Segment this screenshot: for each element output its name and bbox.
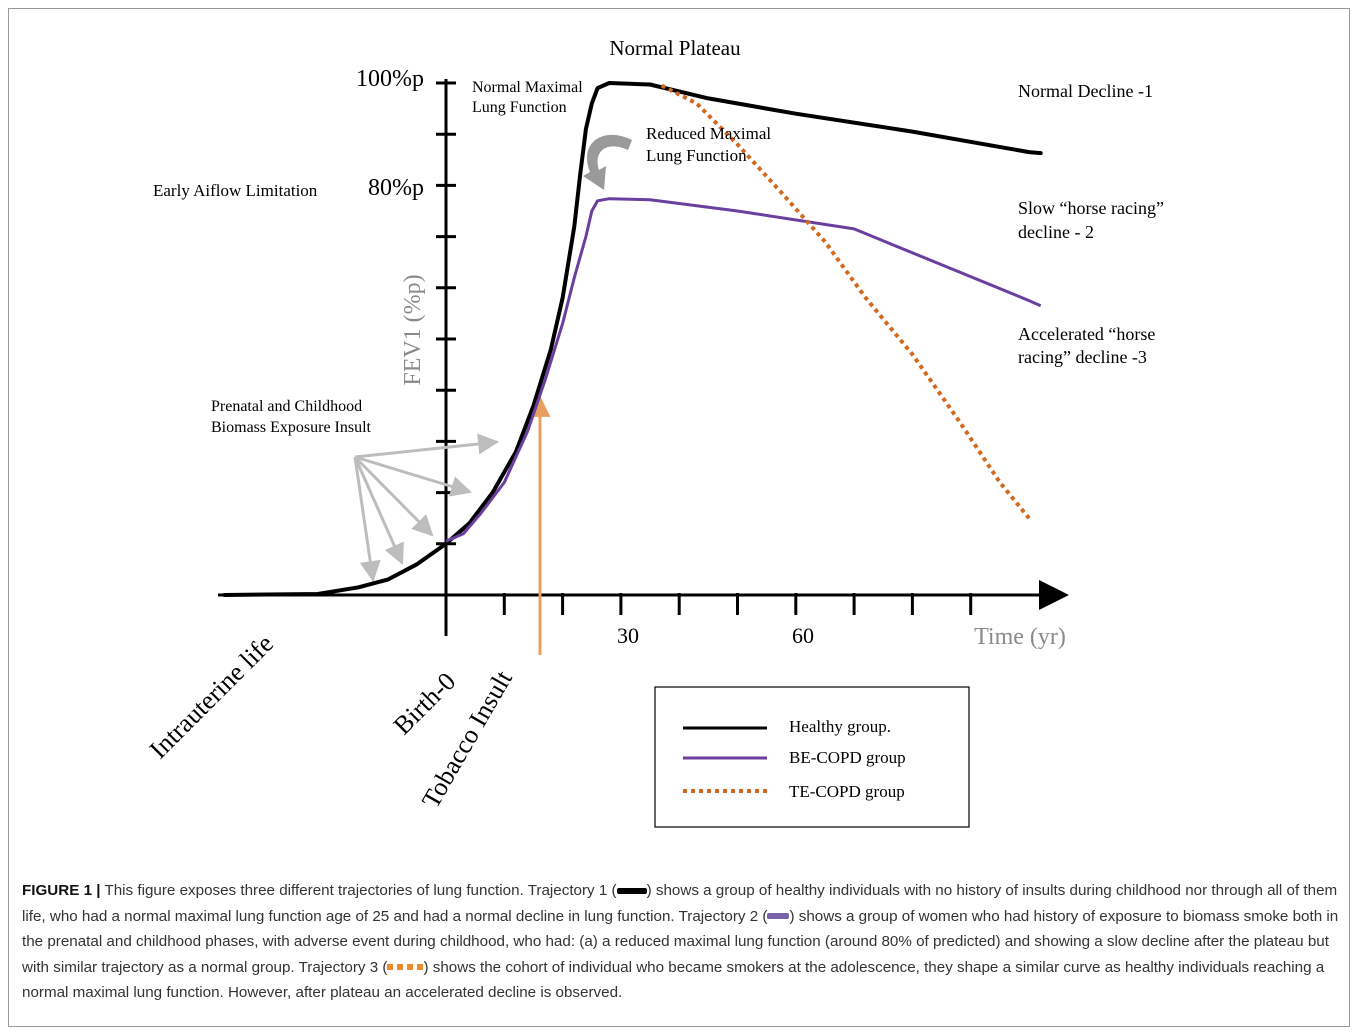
caption-text-3: ) shows a group of women who had history… [22, 907, 1339, 976]
x-axis-ticks [502, 593, 973, 615]
annotation-prenatal-childhood-1: Prenatal and Childhood [211, 398, 362, 415]
y-tick-label-100: 100%p [356, 66, 424, 92]
annotation-intrauterine-life: Intrauterine life [144, 629, 279, 764]
x-axis-label: Time (yr) [974, 624, 1066, 650]
series-line-te-copd [660, 83, 1031, 520]
caption-swatch-purple [767, 913, 790, 920]
legend-label-te-copd: TE-COPD group [789, 782, 905, 801]
x-tick-label-30: 30 [617, 623, 639, 648]
annotation-slow-decline-2: decline - 2 [1018, 222, 1094, 242]
caption-swatch-orange [387, 964, 424, 971]
y-axis-label: FEV1 (%p) [400, 274, 426, 385]
annotation-normal-maximal-2: Lung Function [472, 99, 567, 116]
series-line-healthy [222, 81, 1043, 597]
annotation-reduced-maximal-1: Reduced Maximal [646, 124, 771, 143]
legend: Healthy group. BE-COPD group TE-COPD gro… [654, 686, 970, 828]
caption-label: FIGURE 1 | [22, 882, 101, 899]
annotation-birth-0: Birth-0 [388, 667, 462, 741]
figure-caption: FIGURE 1 | This figure exposes three dif… [22, 878, 1340, 1006]
annotation-accelerated-decline-1: Accelerated “horse [1018, 324, 1155, 344]
annotation-slow-decline-1: Slow “horse racing” [1018, 198, 1164, 218]
caption-text-1: This figure exposes three different traj… [100, 882, 617, 899]
legend-label-be-copd: BE-COPD group [789, 748, 906, 767]
caption-swatch-black [616, 887, 647, 894]
lung-function-chart: 100%p 80%p 30 60 Time (yr) FEV1 (%p) Nor… [144, 36, 1164, 828]
series-line-be-copd [445, 197, 1042, 543]
x-tick-label-60: 60 [792, 623, 814, 648]
caption-text-4: ) shows the cohort of individual who bec… [22, 958, 1325, 1002]
annotation-accelerated-decline-2: racing” decline -3 [1018, 347, 1147, 367]
annotation-prenatal-childhood-2: Biomass Exposure Insult [211, 419, 372, 436]
legend-label-healthy: Healthy group. [789, 717, 891, 736]
y-tick-label-80: 80%p [368, 175, 424, 201]
annotation-normal-decline: Normal Decline -1 [1018, 81, 1153, 101]
biomass-insult-arrows [353, 433, 500, 583]
annotation-reduced-maximal-2: Lung Function [646, 146, 747, 165]
annotation-early-airflow-limitation: Early Aiflow Limitation [153, 181, 318, 200]
annotation-normal-plateau: Normal Plateau [609, 36, 741, 60]
caption-text-2: ) shows a group of healthy individuals w… [22, 882, 1338, 925]
annotation-normal-maximal-1: Normal Maximal [472, 79, 583, 96]
reduced-function-arrow [583, 134, 632, 190]
figure-frame [8, 8, 1350, 1027]
